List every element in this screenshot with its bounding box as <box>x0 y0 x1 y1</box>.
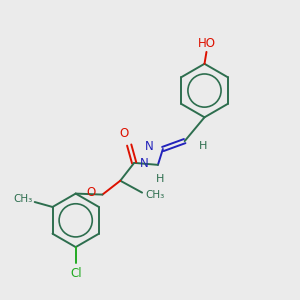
Text: O: O <box>86 186 95 199</box>
Text: CH₃: CH₃ <box>14 194 33 204</box>
Text: H: H <box>199 141 207 151</box>
Text: CH₃: CH₃ <box>145 190 164 200</box>
Text: Cl: Cl <box>70 267 82 280</box>
Text: HO: HO <box>197 37 215 50</box>
Text: N: N <box>140 158 149 170</box>
Text: H: H <box>156 174 164 184</box>
Text: N: N <box>145 140 154 152</box>
Text: O: O <box>120 127 129 140</box>
